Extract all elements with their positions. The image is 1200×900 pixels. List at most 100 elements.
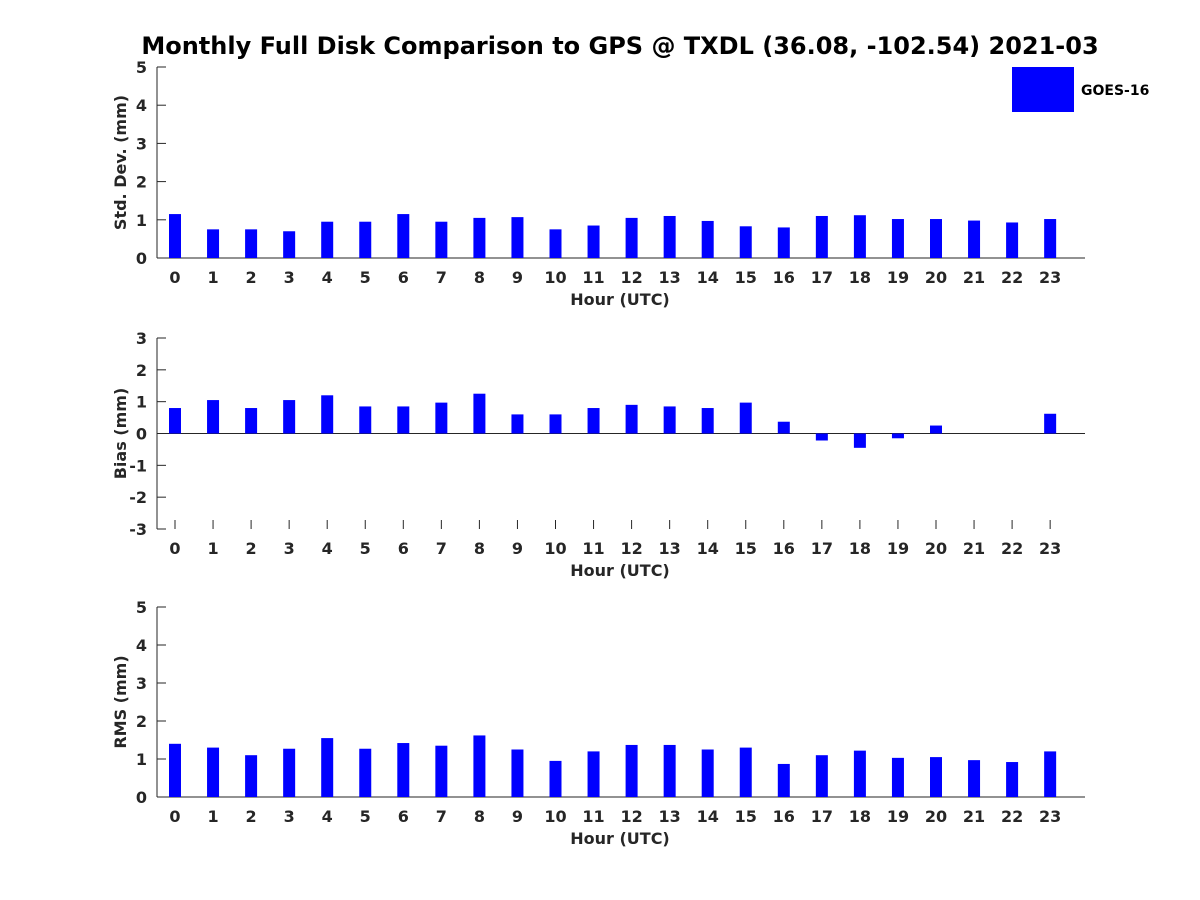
bar-hour-10 [549, 760, 562, 797]
y-tick-label: 4 [136, 636, 147, 655]
x-tick-label: 19 [887, 268, 909, 287]
bar-hour-15 [739, 226, 752, 258]
y-axis-label: RMS (mm) [111, 655, 130, 748]
x-tick-label: 0 [169, 539, 180, 558]
y-tick-label: 3 [136, 674, 147, 693]
x-tick-label: 21 [963, 539, 985, 558]
bar-hour-21 [968, 220, 981, 258]
bar-hour-11 [587, 225, 600, 258]
legend-swatch [1012, 67, 1074, 112]
x-tick-label: 19 [887, 539, 909, 558]
x-tick-label: 16 [773, 268, 795, 287]
x-tick-label: 9 [512, 539, 523, 558]
bar-hour-10 [549, 229, 562, 258]
bar-hour-16 [777, 763, 790, 797]
x-tick-label: 18 [849, 807, 871, 826]
x-tick-label: 9 [512, 807, 523, 826]
bar-hour-7 [435, 221, 448, 258]
x-tick-label: 3 [284, 268, 295, 287]
bar-hour-7 [435, 745, 448, 797]
x-tick-label: 3 [284, 807, 295, 826]
y-tick-label: 0 [136, 249, 147, 268]
y-tick-label: 5 [136, 58, 147, 77]
x-tick-label: 22 [1001, 807, 1023, 826]
bar-hour-13 [663, 744, 676, 797]
bar-hour-23 [1044, 751, 1057, 797]
x-tick-label: 18 [849, 539, 871, 558]
bar-hour-17 [815, 755, 828, 797]
x-tick-label: 2 [246, 807, 257, 826]
x-tick-label: 17 [811, 268, 833, 287]
x-tick-label: 4 [322, 807, 333, 826]
bar-hour-18 [853, 433, 866, 448]
x-tick-label: 20 [925, 807, 947, 826]
bar-hour-1 [207, 229, 220, 258]
x-tick-label: 15 [735, 268, 757, 287]
bar-hour-14 [701, 408, 714, 434]
x-tick-label: 12 [620, 807, 642, 826]
x-tick-label: 13 [659, 807, 681, 826]
bar-hour-2 [245, 229, 258, 258]
bar-hour-15 [739, 747, 752, 797]
x-tick-label: 14 [697, 539, 719, 558]
bar-hour-23 [1044, 413, 1057, 434]
x-tick-label: 7 [436, 807, 447, 826]
x-tick-label: 23 [1039, 268, 1061, 287]
bar-hour-5 [359, 221, 372, 258]
x-tick-label: 18 [849, 268, 871, 287]
y-tick-label: 0 [136, 425, 147, 444]
bar-hour-3 [283, 748, 296, 797]
bar-hour-9 [511, 749, 524, 797]
bar-hour-8 [473, 217, 486, 258]
y-tick-label: 1 [136, 750, 147, 769]
x-axis-label: Hour (UTC) [570, 290, 670, 309]
legend: GOES-16 [1012, 67, 1149, 112]
bar-hour-3 [283, 231, 296, 258]
y-tick-label: 1 [136, 211, 147, 230]
bar-hour-8 [473, 393, 486, 434]
bar-hour-2 [245, 755, 258, 797]
bar-hour-11 [587, 751, 600, 797]
bar-hour-22 [1006, 222, 1019, 258]
bar-hour-23 [1044, 219, 1057, 258]
x-tick-label: 7 [436, 268, 447, 287]
x-tick-label: 0 [169, 268, 180, 287]
bar-hour-8 [473, 735, 486, 797]
y-tick-label: 1 [136, 393, 147, 412]
y-axis-label: Std. Dev. (mm) [111, 95, 130, 230]
y-tick-label: 2 [136, 173, 147, 192]
bar-hour-6 [397, 743, 410, 797]
bar-hour-9 [511, 414, 524, 434]
y-tick-label: 3 [136, 134, 147, 153]
x-tick-label: 5 [360, 539, 371, 558]
x-tick-label: 23 [1039, 539, 1061, 558]
y-axis-label: Bias (mm) [111, 388, 130, 480]
x-tick-label: 11 [582, 539, 604, 558]
x-tick-label: 9 [512, 268, 523, 287]
x-tick-label: 5 [360, 268, 371, 287]
bar-hour-4 [321, 395, 334, 434]
bar-hour-5 [359, 406, 372, 434]
bar-hour-5 [359, 748, 372, 797]
y-tick-label: -1 [129, 456, 147, 475]
bar-hour-16 [777, 421, 790, 434]
bar-hour-20 [930, 425, 942, 434]
x-tick-label: 3 [284, 539, 295, 558]
y-tick-label: 3 [136, 329, 147, 348]
x-tick-label: 1 [207, 268, 218, 287]
bar-hour-22 [1006, 762, 1019, 797]
y-tick-label: 5 [136, 598, 147, 617]
x-tick-label: 11 [582, 807, 604, 826]
y-tick-label: 2 [136, 361, 147, 380]
x-tick-label: 14 [697, 268, 719, 287]
x-tick-label: 10 [544, 539, 566, 558]
bar-hour-13 [663, 406, 676, 434]
x-tick-label: 6 [398, 539, 409, 558]
chart-title: Monthly Full Disk Comparison to GPS @ TX… [141, 32, 1098, 60]
bar-hour-4 [321, 738, 334, 797]
